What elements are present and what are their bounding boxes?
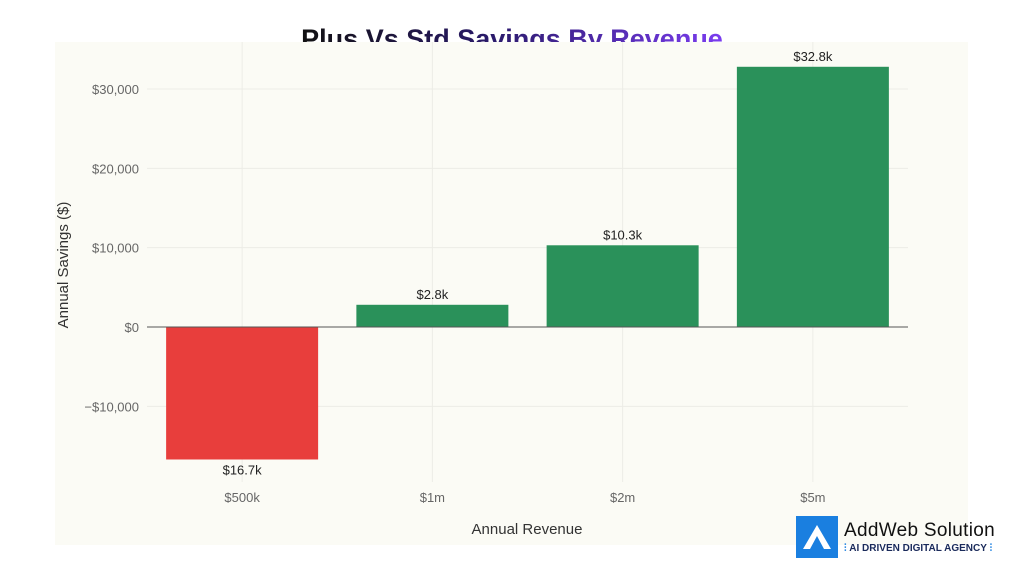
y-tick-label: $0 [125,320,139,335]
data-label: $10.3k [603,227,643,242]
y-axis-title: Annual Savings ($) [55,202,72,329]
x-tick-label: $5m [800,490,825,505]
bar-$5m [736,66,889,327]
x-tick-label: $1m [420,490,445,505]
logo-name: AddWeb Solution [844,520,995,541]
y-tick-label: $10,000 [92,241,139,256]
x-tick-label: $2m [610,490,635,505]
x-tick-label: $500k [224,490,260,505]
y-tick-label: −$10,000 [84,399,139,414]
y-tick-label: $30,000 [92,82,139,97]
data-label: $16.7k [223,462,263,477]
logo-tagline: ⫶ AI DRIVEN DIGITAL AGENCY ⫶ [844,543,993,554]
bar-$500k [166,327,319,460]
y-tick-label: $20,000 [92,161,139,176]
data-label: $2.8k [416,287,448,302]
addweb-logo: AddWeb Solution ⫶ AI DRIVEN DIGITAL AGEN… [796,516,995,558]
x-axis-title: Annual Revenue [472,521,583,538]
bar-$1m [356,304,509,327]
logo-icon [796,516,838,558]
bar-$2m [546,245,699,327]
data-label: $32.8k [793,49,833,64]
